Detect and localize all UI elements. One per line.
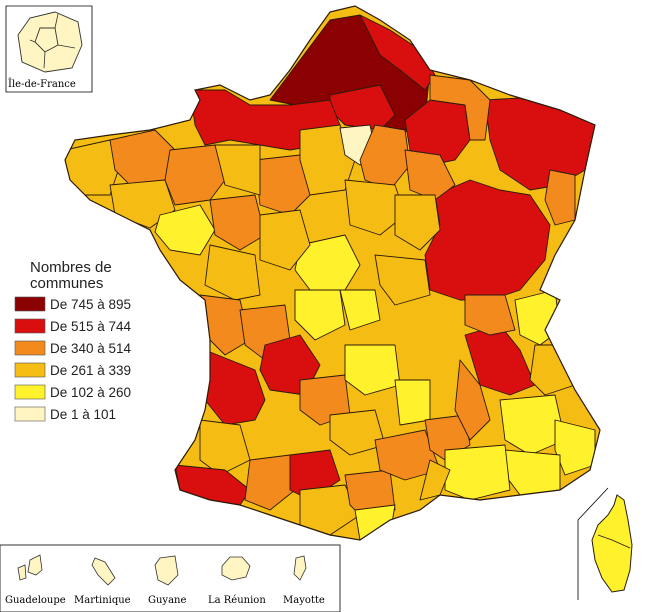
france-outline	[64, 5, 601, 541]
department	[454, 359, 491, 441]
department	[429, 74, 491, 141]
legend-label: De 515 à 744	[50, 319, 132, 334]
legend-swatch	[14, 406, 46, 422]
department	[424, 179, 551, 301]
department	[444, 444, 511, 501]
department	[544, 169, 576, 226]
overseas-label: La Réunion	[208, 595, 266, 606]
department	[244, 454, 296, 511]
ile-de-france-label: Île-de-France	[8, 78, 76, 90]
department	[394, 379, 431, 426]
department	[259, 209, 311, 271]
legend-label: De 745 à 895	[50, 297, 131, 312]
department	[199, 419, 251, 476]
overseas-label: Martinique	[74, 595, 131, 606]
legend-swatch	[14, 384, 46, 400]
department	[499, 394, 566, 456]
department	[204, 244, 261, 301]
legend-label: De 340 à 514	[50, 341, 132, 356]
department	[154, 204, 216, 256]
department	[254, 154, 311, 216]
department	[339, 289, 381, 331]
department	[299, 124, 356, 196]
overseas-label: Guadeloupe	[5, 595, 66, 606]
legend-swatch	[14, 318, 46, 334]
department	[214, 144, 261, 196]
department	[294, 289, 346, 341]
legend-label: De 1 à 101	[50, 407, 116, 422]
legend-title-line2: communes	[30, 275, 103, 292]
overseas-label: Mayotte	[283, 595, 325, 606]
guadeloupe-shape	[17, 554, 43, 581]
mayotte-shape	[293, 555, 307, 581]
ile-de-france-inset: Île-de-France	[5, 5, 93, 93]
department	[344, 344, 401, 396]
legend-label: De 102 à 260	[50, 385, 131, 400]
legend-swatch	[14, 296, 46, 312]
department	[374, 254, 431, 306]
overseas-label: Guyane	[148, 595, 186, 606]
legend-title-line1: Nombres de	[30, 259, 112, 276]
department	[329, 409, 386, 456]
department	[299, 484, 361, 536]
department	[464, 294, 516, 336]
department	[344, 179, 406, 236]
department	[554, 419, 596, 476]
martinique-shape	[91, 557, 116, 586]
legend-label: De 261 à 339	[50, 363, 131, 378]
department	[209, 194, 266, 251]
corsica-shape	[591, 494, 633, 593]
legend-swatch	[14, 362, 46, 378]
overseas-inset: Guadeloupe Martinique Guyane La Réunion Mayo…	[0, 544, 341, 612]
guyane-shape	[154, 555, 179, 586]
corsica-inset	[577, 487, 633, 600]
department	[394, 194, 441, 251]
department	[354, 504, 396, 540]
department	[374, 429, 441, 481]
legend: Nombres de communes De 745 à 895 De 515 à…	[14, 259, 132, 422]
legend-swatch	[14, 340, 46, 356]
department	[404, 149, 456, 201]
la-reunion-shape	[221, 556, 251, 581]
